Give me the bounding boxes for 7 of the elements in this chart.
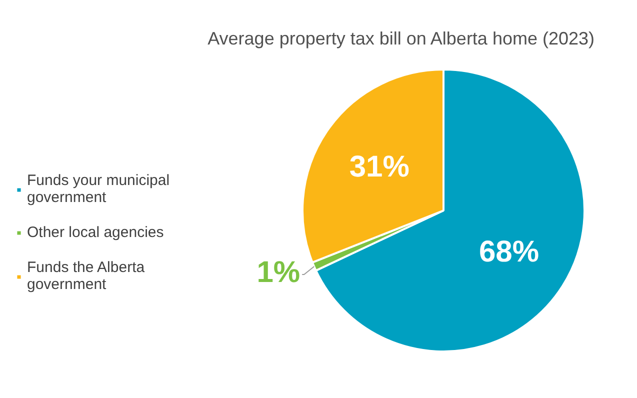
data-label: 31% (349, 150, 410, 184)
legend-label: Funds the Alberta government (27, 259, 145, 293)
legend-label: Other local agencies (27, 224, 164, 241)
data-label: 1% (256, 256, 300, 289)
data-label: 68% (478, 236, 540, 269)
chart-title: Average property tax bill on Alberta home (2023) (208, 28, 595, 48)
legend-label: Funds your municipal government (27, 172, 170, 206)
